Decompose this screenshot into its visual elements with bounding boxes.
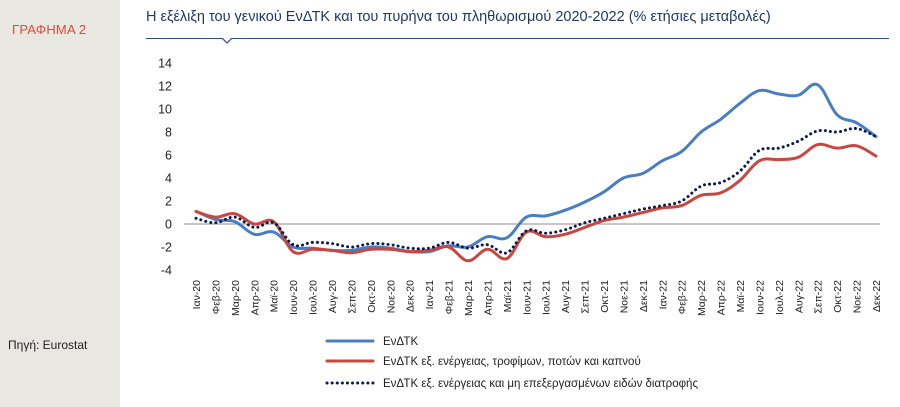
y-tick-label: 0 xyxy=(165,218,172,232)
x-tick-label: Ιουλ-20 xyxy=(308,280,320,315)
x-tick-label: Ιαν-20 xyxy=(191,280,203,310)
x-tick-label: Σεπ-20 xyxy=(346,280,358,314)
series-line-core-excl-energy-unprocessed-food xyxy=(194,126,878,255)
y-tick-label: 2 xyxy=(165,195,172,209)
x-tick-label: Ιαν-22 xyxy=(657,280,669,310)
x-tick-label: Φεβ-21 xyxy=(444,280,456,314)
x-tick-label: Δεκ-21 xyxy=(638,280,650,312)
x-tick-label: Δεκ-22 xyxy=(871,280,883,312)
x-tick-label: Νοε-21 xyxy=(618,280,630,313)
x-tick-label: Ιουλ-22 xyxy=(774,280,786,315)
x-tick-label: Σεπ-22 xyxy=(813,280,825,314)
x-tick-label: Σεπ-21 xyxy=(580,280,592,314)
y-tick-label: 12 xyxy=(158,80,172,94)
x-tick-label: Οκτ-20 xyxy=(366,280,378,313)
x-tick-label: Ιουν-20 xyxy=(288,280,300,315)
x-tick-label: Μαρ-22 xyxy=(696,280,708,316)
series-line-hicp xyxy=(194,82,878,254)
x-tick-label: Νοε-22 xyxy=(852,280,864,313)
y-tick-label: 4 xyxy=(165,172,172,186)
x-tick-label: Μαϊ-22 xyxy=(735,280,747,312)
legend-label: ΕνΔΤΚ xyxy=(383,336,418,348)
y-tick-label: 10 xyxy=(158,103,172,117)
x-tick-label: Απρ-20 xyxy=(249,280,261,316)
y-tick-label: -2 xyxy=(161,241,172,255)
title-rule xyxy=(146,38,889,39)
y-tick-label: 14 xyxy=(158,57,172,71)
title-notch xyxy=(222,38,232,44)
legend-label: ΕνΔΤΚ εξ. ενέργειας και μη επεξεργασμένω… xyxy=(383,378,698,390)
x-tick-label: Ιουλ-21 xyxy=(541,280,553,315)
x-tick-label: Μαϊ-21 xyxy=(502,280,514,312)
x-tick-label: Φεβ-20 xyxy=(210,280,222,314)
x-tick-label: Αυγ-21 xyxy=(560,280,572,313)
chart-title: Η εξέλιξη του γενικού ΕνΔΤΚ και του πυρή… xyxy=(146,9,771,25)
x-tick-label: Οκτ-22 xyxy=(832,280,844,313)
x-tick-label: Μαϊ-20 xyxy=(269,280,281,312)
x-tick-label: Φεβ-22 xyxy=(677,280,689,314)
figure-label: ΓΡΑΦΗΜΑ 2 xyxy=(12,22,87,37)
x-tick-label: Απρ-21 xyxy=(482,280,494,316)
x-tick-label: Δεκ-20 xyxy=(405,280,417,312)
x-tick-label: Ιουν-21 xyxy=(521,280,533,315)
left-panel: ΓΡΑΦΗΜΑ 2 Πηγή: Eurostat xyxy=(0,0,120,407)
x-tick-label: Νοε-20 xyxy=(385,280,397,313)
x-tick-label: Ιουν-22 xyxy=(754,280,766,315)
source-label: Πηγή: Eurostat xyxy=(8,338,88,352)
y-tick-label: -4 xyxy=(161,264,172,278)
x-tick-label: Μαρ-20 xyxy=(230,280,242,316)
x-tick-label: Ιαν-21 xyxy=(424,280,436,310)
x-tick-label: Αυγ-22 xyxy=(793,280,805,313)
y-tick-label: 6 xyxy=(165,149,172,163)
x-tick-label: Οκτ-21 xyxy=(599,280,611,313)
legend-label: ΕνΔΤΚ εξ. ενέργειας, τροφίμων, ποτών και… xyxy=(383,356,641,368)
x-tick-label: Απρ-22 xyxy=(716,280,728,316)
y-tick-label: 8 xyxy=(165,126,172,140)
x-tick-label: Αυγ-20 xyxy=(327,280,339,313)
series-line-core-excl-energy-food xyxy=(194,142,878,263)
x-tick-label: Μαρ-21 xyxy=(463,280,475,316)
